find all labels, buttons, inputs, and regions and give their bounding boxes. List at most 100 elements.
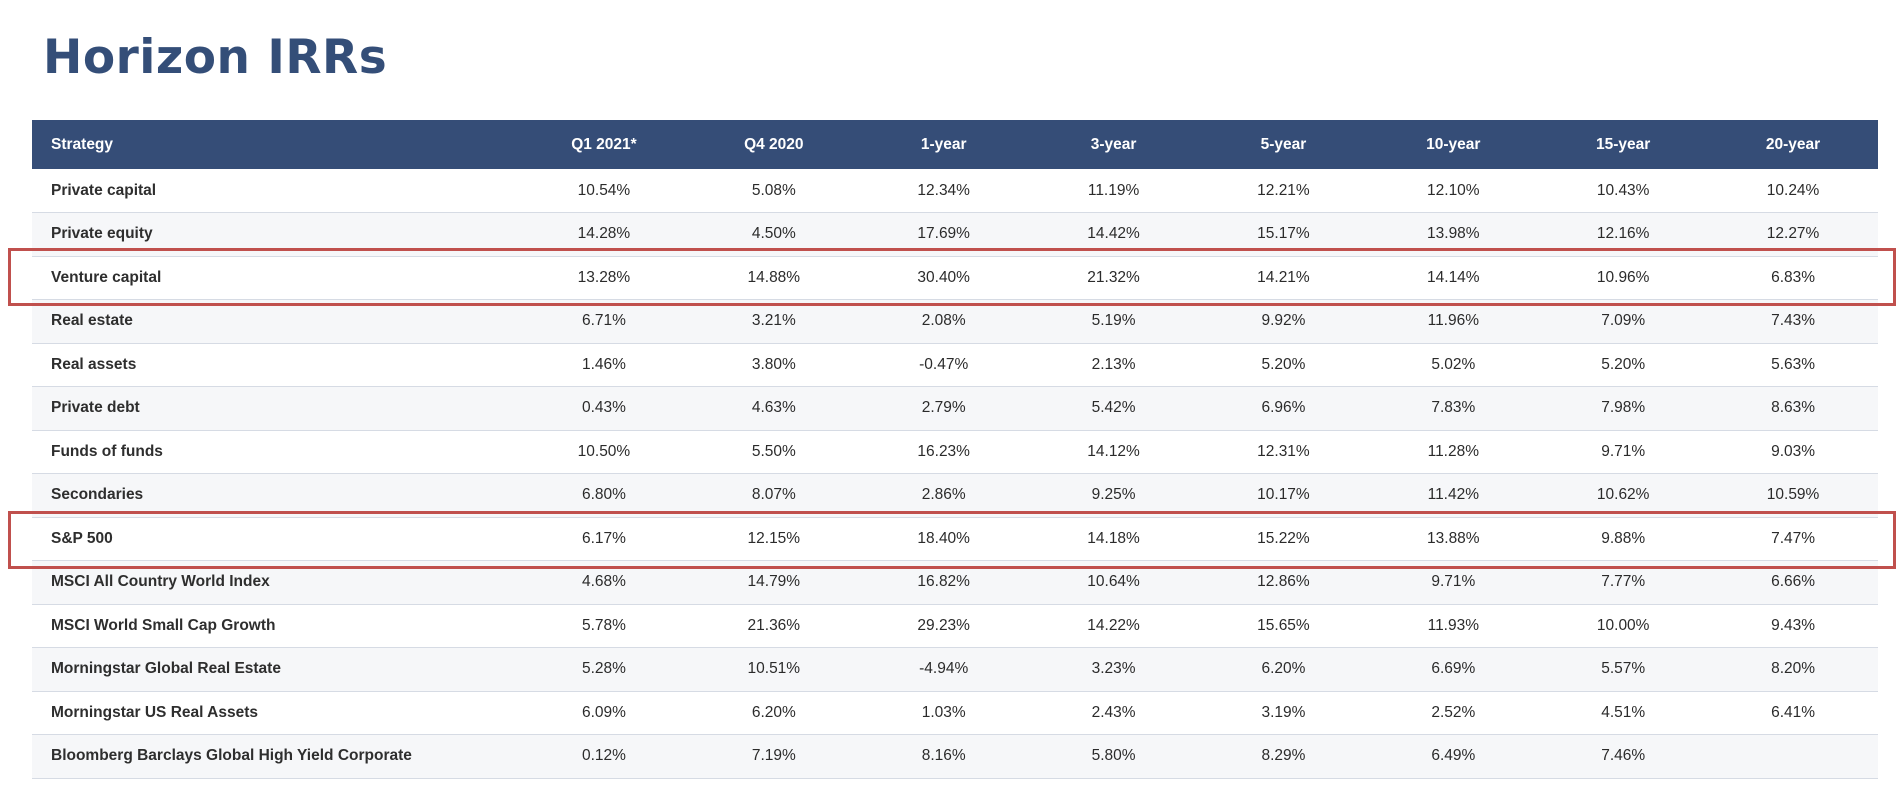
- irr-value-cell: 7.46%: [1601, 747, 1646, 765]
- irr-value-cell: 2.86%: [921, 486, 966, 504]
- irr-value-cell: 0.12%: [581, 747, 626, 765]
- irr-value-cell: 10.64%: [1087, 573, 1140, 591]
- irr-value-cell: 10.17%: [1257, 486, 1310, 504]
- header-5-year: 5-year: [1260, 135, 1307, 153]
- header-1-year: 1-year: [920, 135, 967, 153]
- strategy-cell: Morningstar US Real Assets: [51, 703, 259, 721]
- strategy-cell: Private equity: [51, 225, 153, 243]
- irr-value-cell: 5.63%: [1771, 355, 1816, 373]
- irr-value-cell: 11.42%: [1427, 486, 1480, 504]
- irr-value-cell: 6.20%: [1261, 660, 1306, 678]
- header-3-year: 3-year: [1090, 135, 1137, 153]
- strategy-cell: Real estate: [51, 312, 133, 330]
- irr-value-cell: 3.23%: [1091, 660, 1136, 678]
- irr-value-cell: 8.20%: [1771, 660, 1816, 678]
- table-body: Private capital 10.54% 5.08% 12.34% 11.19% 12…: [32, 169, 1878, 778]
- irr-value-cell: 10.51%: [747, 660, 801, 678]
- irr-value-cell: 6.49%: [1431, 747, 1476, 765]
- irr-value-cell: 2.43%: [1091, 703, 1136, 721]
- irr-value-cell: 3.21%: [751, 312, 796, 330]
- strategy-cell: Morningstar Global Real Estate: [51, 660, 281, 678]
- irr-value-cell: 2.13%: [1091, 355, 1136, 373]
- irr-value-cell: 5.08%: [751, 181, 796, 199]
- strategy-cell: MSCI World Small Cap Growth: [51, 616, 276, 634]
- irr-value-cell: 2.08%: [921, 312, 966, 330]
- table-row: Secondaries 6.80% 8.07% 2.86% 9.25% 10.17% 11.…: [32, 473, 1878, 517]
- table-row: Real estate 6.71% 3.21% 2.08% 5.19% 9.92% 11.9…: [32, 299, 1878, 343]
- irr-value-cell: 7.47%: [1771, 529, 1816, 547]
- strategy-cell: S&P 500: [51, 529, 113, 547]
- table-row: Morningstar US Real Assets 6.09% 6.20% 1.03…: [32, 691, 1878, 735]
- irr-value-cell: 16.82%: [917, 573, 970, 591]
- irr-value-cell: 10.24%: [1766, 181, 1820, 199]
- table-row: S&P 500 6.17% 12.15% 18.40% 14.18% 15.22% 13.8…: [32, 517, 1878, 561]
- irr-value-cell: 9.92%: [1261, 312, 1306, 330]
- irr-value-cell: 0.43%: [581, 399, 626, 417]
- irr-value-cell: 12.27%: [1766, 225, 1820, 243]
- header-q1-2021: Q1 2021*: [571, 135, 637, 153]
- irr-value-cell: 30.40%: [917, 268, 970, 286]
- irr-value-cell: 9.71%: [1431, 573, 1476, 591]
- irr-value-cell: 11.96%: [1427, 312, 1480, 330]
- irr-value-cell: 5.80%: [1091, 747, 1136, 765]
- irr-value-cell: 3.80%: [751, 355, 796, 373]
- table-row: Venture capital 13.28% 14.88% 30.40% 21.32% 1…: [32, 256, 1878, 300]
- irr-value-cell: 8.07%: [751, 486, 796, 504]
- table-row: Morningstar Global Real Estate 5.28% 10.51…: [32, 647, 1878, 691]
- irr-value-cell: 10.62%: [1596, 486, 1650, 504]
- table-row: Funds of funds 10.50% 5.50% 16.23% 14.12% 12.…: [32, 430, 1878, 474]
- header-q4-2020: Q4 2020: [744, 135, 804, 153]
- irr-value-cell: 8.29%: [1261, 747, 1306, 765]
- irr-value-cell: 12.34%: [917, 181, 970, 199]
- irr-value-cell: 10.59%: [1766, 486, 1820, 504]
- irr-value-cell: 18.40%: [917, 529, 970, 547]
- irr-value-cell: 5.28%: [581, 660, 626, 678]
- irr-value-cell: 6.71%: [581, 312, 626, 330]
- irr-value-cell: 16.23%: [917, 442, 970, 460]
- irr-value-cell: 8.16%: [921, 747, 966, 765]
- irr-value-cell: [1708, 735, 1878, 779]
- irr-value-cell: 8.63%: [1771, 399, 1816, 417]
- irr-value-cell: 7.09%: [1601, 312, 1646, 330]
- irr-value-cell: 4.50%: [751, 225, 796, 243]
- irr-value-cell: -0.47%: [919, 355, 969, 373]
- irr-value-cell: 10.00%: [1596, 616, 1650, 634]
- irr-value-cell: 1.03%: [921, 703, 966, 721]
- irr-value-cell: 14.79%: [747, 573, 801, 591]
- table-row: Real assets 1.46% 3.80% -0.47% 2.13% 5.20% 5.0…: [32, 343, 1878, 387]
- irr-value-cell: 5.78%: [581, 616, 626, 634]
- table-row: Private equity 14.28% 4.50% 17.69% 14.42% 15.…: [32, 212, 1878, 256]
- irr-value-cell: 10.50%: [577, 442, 631, 460]
- irr-value-cell: 5.57%: [1601, 660, 1646, 678]
- irr-value-cell: 21.36%: [747, 616, 801, 634]
- irr-value-cell: 7.98%: [1601, 399, 1646, 417]
- irr-value-cell: 5.20%: [1261, 355, 1306, 373]
- irr-value-cell: 6.96%: [1261, 399, 1306, 417]
- irr-value-cell: 3.19%: [1261, 703, 1306, 721]
- strategy-cell: Funds of funds: [51, 442, 163, 460]
- irr-value-cell: 29.23%: [917, 616, 970, 634]
- table-row: Bloomberg Barclays Global High Yield Cor…: [32, 734, 1878, 779]
- irr-value-cell: 2.79%: [921, 399, 966, 417]
- irr-value-cell: 21.32%: [1087, 268, 1140, 286]
- irr-value-cell: 10.54%: [577, 181, 631, 199]
- irr-value-cell: 15.22%: [1257, 529, 1310, 547]
- irr-value-cell: 1.46%: [581, 355, 626, 373]
- irr-value-cell: 12.10%: [1427, 181, 1480, 199]
- horizon-irr-table: Strategy Q1 2021* Q4 2020 1-year 3-year …: [32, 120, 1878, 779]
- irr-value-cell: 7.19%: [751, 747, 796, 765]
- irr-value-cell: 15.17%: [1257, 225, 1310, 243]
- header-strategy: Strategy: [51, 135, 114, 153]
- strategy-cell: Venture capital: [51, 268, 162, 286]
- irr-value-cell: 13.88%: [1427, 529, 1480, 547]
- irr-value-cell: 9.43%: [1771, 616, 1816, 634]
- irr-value-cell: 5.50%: [751, 442, 796, 460]
- irr-value-cell: 14.21%: [1257, 268, 1310, 286]
- irr-value-cell: 14.14%: [1427, 268, 1480, 286]
- strategy-cell: Secondaries: [51, 486, 144, 504]
- irr-value-cell: 14.22%: [1087, 616, 1140, 634]
- irr-value-cell: 4.68%: [581, 573, 626, 591]
- irr-value-cell: 6.17%: [581, 529, 626, 547]
- irr-value-cell: 6.20%: [751, 703, 796, 721]
- table-header-row: Strategy Q1 2021* Q4 2020 1-year 3-year …: [32, 120, 1878, 169]
